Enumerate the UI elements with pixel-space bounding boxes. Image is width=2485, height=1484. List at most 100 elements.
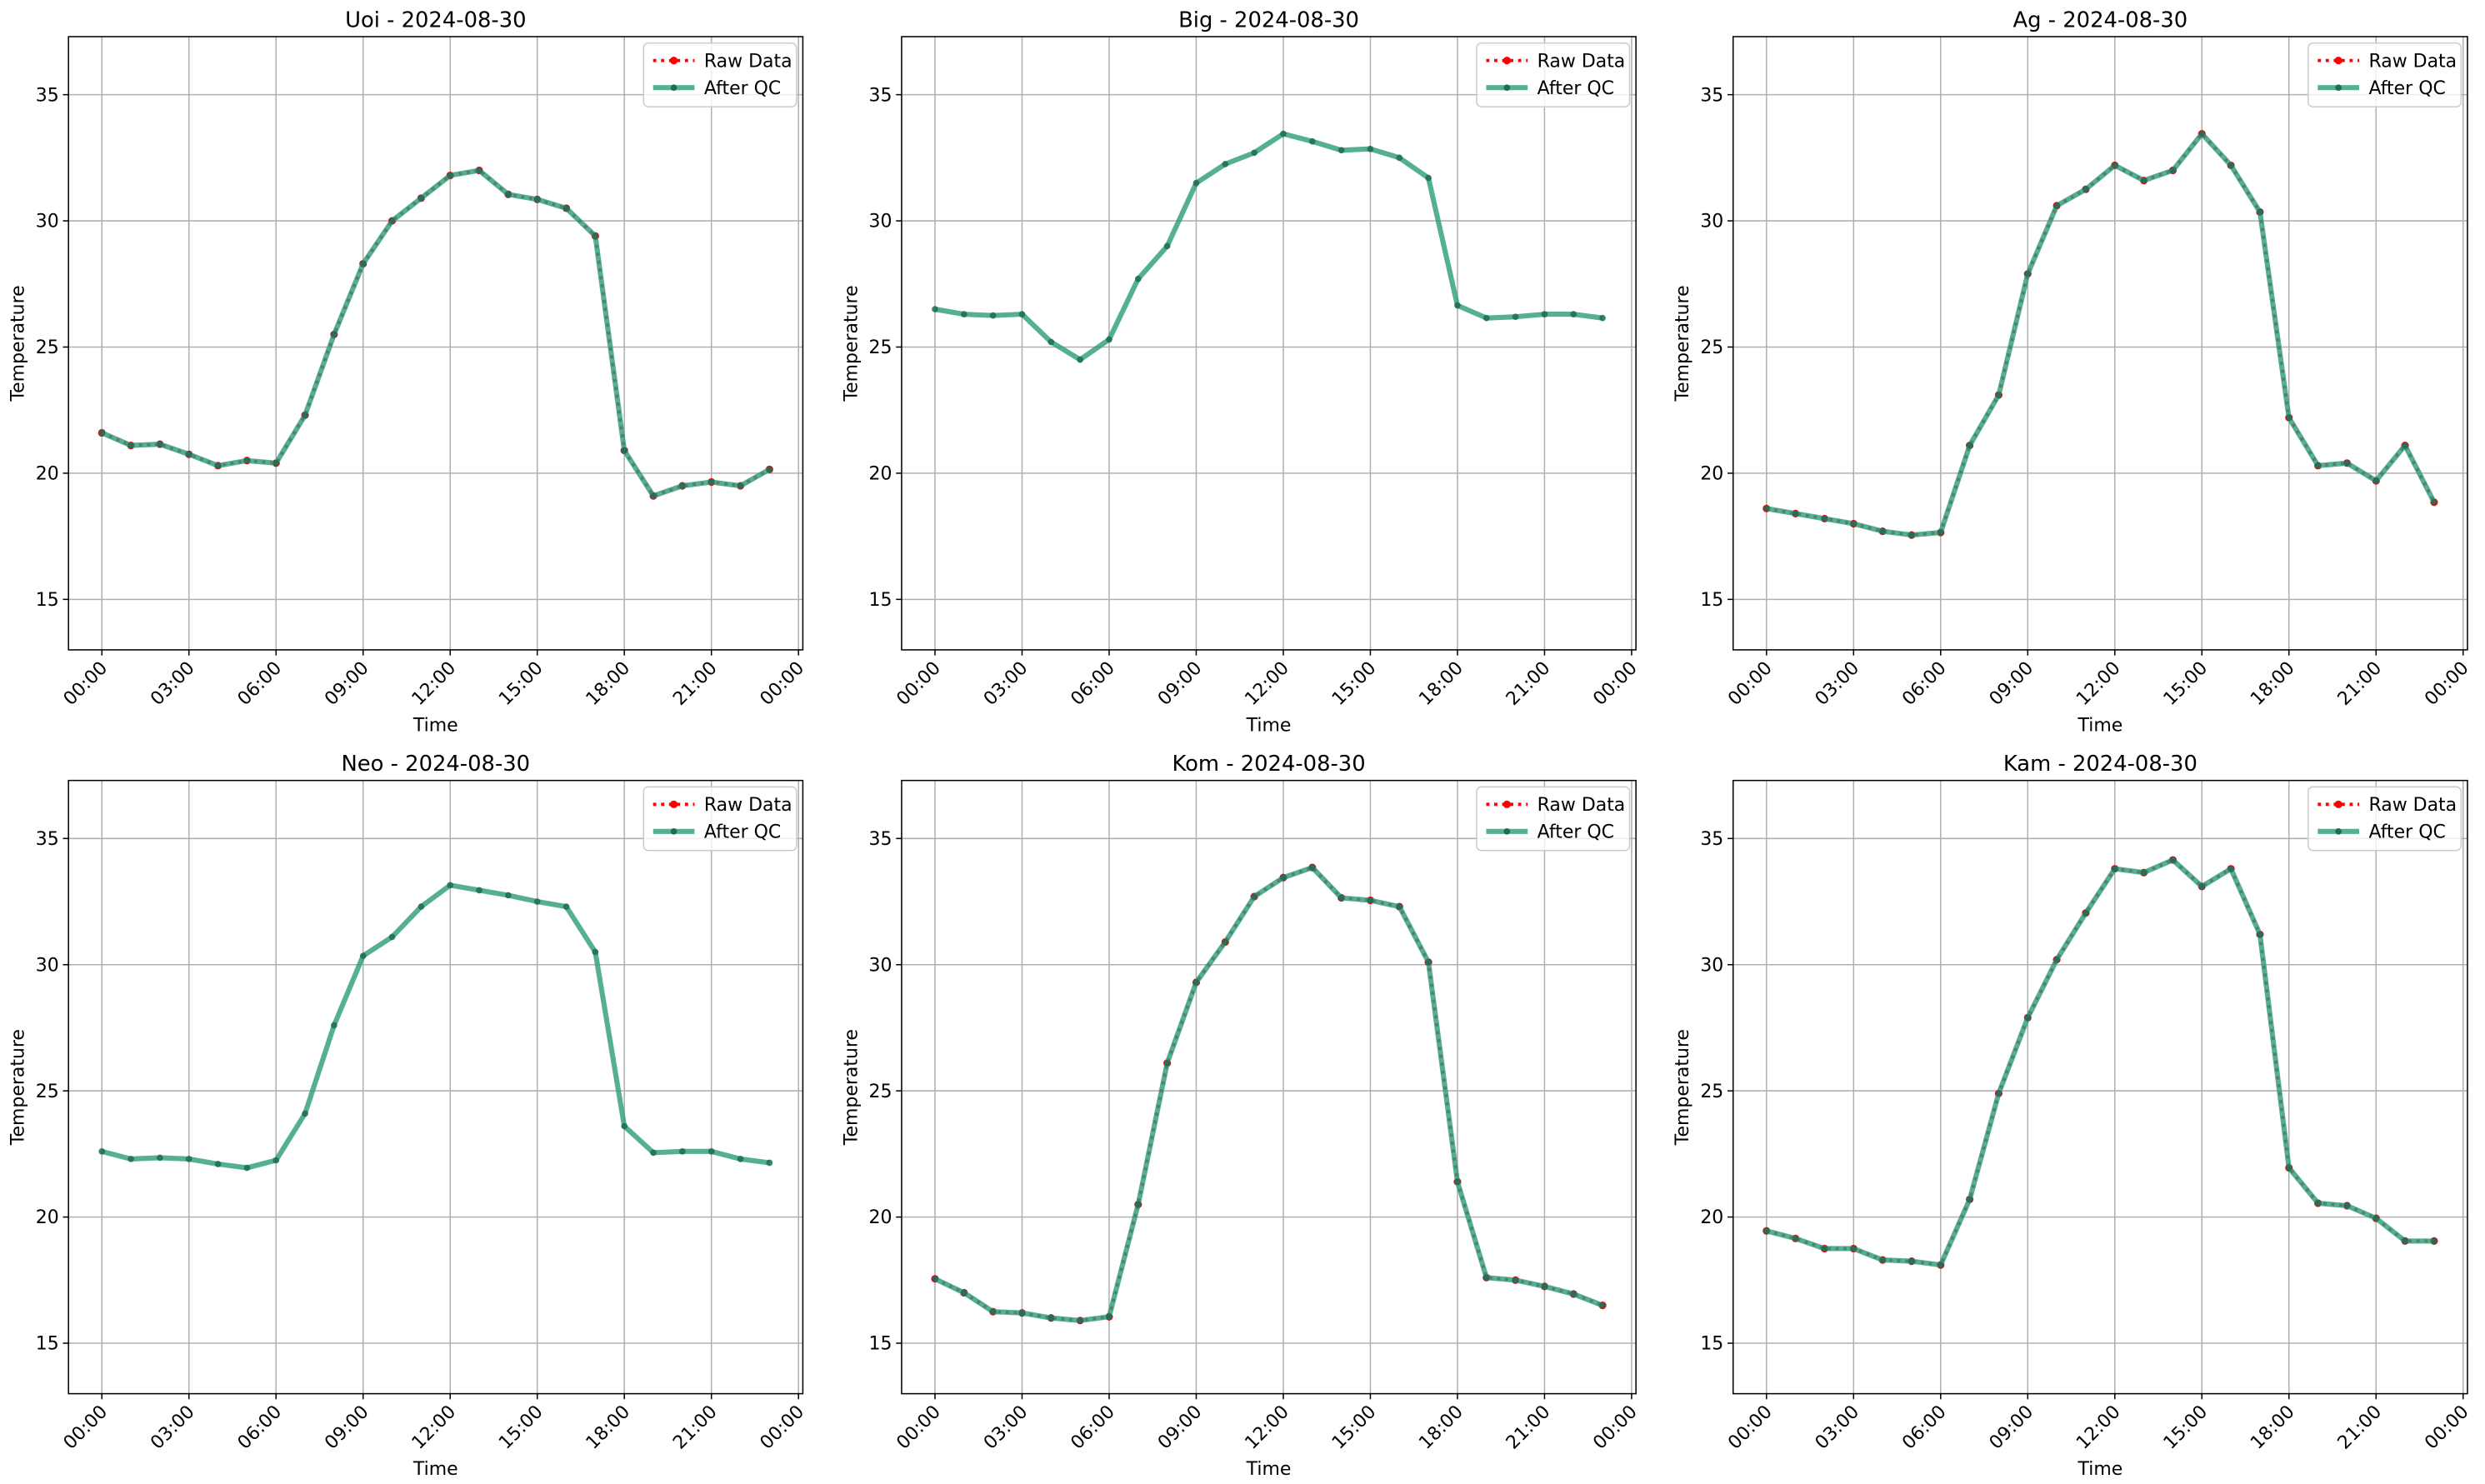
qc-point bbox=[1048, 338, 1055, 346]
x-tick-label: 00:00 bbox=[1589, 657, 1641, 709]
x-tick-label: 09:00 bbox=[321, 657, 372, 709]
y-tick-label: 20 bbox=[36, 464, 59, 485]
legend: Raw Data After QC bbox=[642, 786, 798, 852]
qc-point bbox=[1454, 1178, 1461, 1186]
x-tick-label: 00:00 bbox=[1589, 1402, 1641, 1453]
qc-point bbox=[359, 952, 367, 959]
x-axis-label: Time bbox=[2077, 715, 2122, 736]
qc-point bbox=[1425, 174, 1432, 182]
x-tick-label: 21:00 bbox=[1502, 657, 1554, 709]
qc-point bbox=[1106, 1313, 1112, 1321]
y-tick-label: 30 bbox=[868, 212, 892, 232]
legend-label: After QC bbox=[704, 78, 781, 99]
legend-marker bbox=[2335, 828, 2342, 835]
x-tick-label: 06:00 bbox=[1898, 657, 1950, 709]
qc-point bbox=[2024, 1014, 2032, 1022]
legend: Raw Data After QC bbox=[2308, 786, 2462, 852]
qc-point bbox=[359, 260, 367, 267]
qc-point bbox=[766, 1159, 773, 1167]
qc-series bbox=[932, 130, 1606, 363]
qc-series bbox=[932, 864, 1606, 1324]
x-tick-label: 21:00 bbox=[2334, 1402, 2386, 1453]
x-tick-label: 00:00 bbox=[60, 657, 112, 709]
qc-point bbox=[679, 1148, 686, 1155]
subplot: Neo - 2024-08-30 15 20 25 30 35 00:00 03:00 06:0… bbox=[8, 752, 808, 1480]
qc-point bbox=[98, 429, 106, 437]
x-tick-label: 06:00 bbox=[234, 657, 286, 709]
x-tick-label: 21:00 bbox=[669, 1402, 721, 1453]
x-tick-label: 15:00 bbox=[1328, 657, 1380, 709]
qc-point bbox=[214, 1161, 222, 1167]
y-tick-label: 25 bbox=[36, 1082, 59, 1102]
y-tick-label: 35 bbox=[868, 829, 892, 850]
plot-area bbox=[901, 36, 1637, 651]
qc-point bbox=[2343, 459, 2351, 467]
x-axis-label: Time bbox=[1246, 715, 1292, 736]
qc-point bbox=[388, 933, 396, 941]
legend-marker bbox=[1502, 57, 1511, 65]
qc-point bbox=[679, 482, 686, 489]
qc-point bbox=[185, 1156, 192, 1162]
qc-point bbox=[1192, 979, 1200, 986]
qc-point bbox=[447, 882, 454, 889]
qc-point bbox=[1599, 314, 1606, 322]
qc-point bbox=[157, 1154, 163, 1162]
qc-point bbox=[243, 457, 251, 464]
qc-point bbox=[476, 167, 482, 174]
qc-point bbox=[1338, 894, 1345, 902]
raw-series bbox=[1762, 129, 2438, 539]
raw-line bbox=[1766, 131, 2436, 537]
qc-point bbox=[1163, 242, 1171, 250]
qc-point bbox=[1018, 311, 1026, 317]
y-tick-label: 35 bbox=[1700, 829, 1723, 850]
qc-series bbox=[1762, 857, 2438, 1268]
qc-point bbox=[418, 194, 425, 202]
y-tick-label: 30 bbox=[868, 955, 892, 976]
legend-box bbox=[1476, 42, 1631, 107]
plot-area bbox=[901, 779, 1637, 1395]
y-tick-label: 20 bbox=[36, 1207, 59, 1228]
qc-line bbox=[101, 167, 771, 499]
qc-point bbox=[2372, 477, 2380, 484]
qc-point bbox=[1077, 1317, 1083, 1324]
qc-point bbox=[932, 1275, 938, 1282]
y-tick-label: 30 bbox=[1700, 955, 1723, 976]
chart-title: Ag - 2024-08-30 bbox=[2013, 8, 2188, 33]
qc-line bbox=[101, 882, 770, 1171]
x-tick-label: 21:00 bbox=[1502, 1402, 1554, 1453]
qc-point bbox=[1251, 893, 1258, 900]
legend-box bbox=[2308, 786, 2462, 852]
qc-point bbox=[1077, 356, 1083, 363]
legend-box bbox=[642, 42, 798, 107]
x-tick-label: 09:00 bbox=[321, 1402, 372, 1453]
qc-point bbox=[157, 441, 163, 447]
qc-point bbox=[708, 478, 715, 486]
qc-point bbox=[128, 1156, 134, 1162]
qc-line bbox=[934, 131, 1603, 362]
legend: Raw Data After QC bbox=[642, 42, 798, 107]
y-axis-label: Temperature bbox=[841, 1029, 862, 1146]
x-tick-label: 15:00 bbox=[1328, 1402, 1380, 1453]
x-tick-label: 03:00 bbox=[147, 1402, 198, 1453]
qc-point bbox=[1541, 311, 1548, 317]
qc-point bbox=[2257, 931, 2263, 938]
qc-point bbox=[650, 492, 657, 499]
x-tick-label: 00:00 bbox=[892, 1402, 944, 1453]
qc-point bbox=[562, 205, 570, 212]
legend-marker bbox=[670, 84, 678, 91]
qc-point bbox=[2402, 442, 2408, 449]
qc-point bbox=[592, 232, 599, 240]
chart-title: Neo - 2024-08-30 bbox=[342, 752, 531, 777]
qc-point bbox=[1937, 1262, 1944, 1268]
qc-point bbox=[214, 462, 222, 469]
qc-point bbox=[1599, 1302, 1606, 1309]
subplot: Ag - 2024-08-30 15 20 25 30 35 00:00 03:00 06:00… bbox=[1672, 8, 2472, 737]
qc-point bbox=[1163, 1060, 1171, 1067]
x-tick-label: 18:00 bbox=[1415, 1402, 1467, 1453]
raw-line bbox=[101, 168, 771, 498]
qc-point bbox=[128, 442, 134, 449]
qc-point bbox=[98, 1148, 106, 1155]
qc-point bbox=[331, 1022, 338, 1029]
y-tick-label: 25 bbox=[1700, 337, 1723, 358]
y-tick-label: 20 bbox=[868, 464, 892, 485]
